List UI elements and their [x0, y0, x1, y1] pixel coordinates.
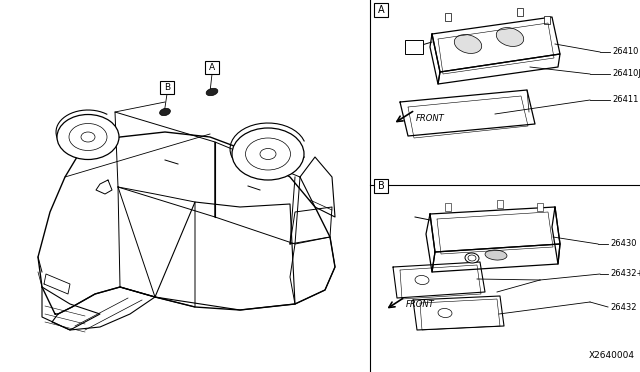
Ellipse shape [454, 35, 482, 54]
Ellipse shape [496, 28, 524, 46]
Ellipse shape [465, 253, 479, 263]
Text: A: A [209, 63, 215, 72]
Ellipse shape [159, 108, 170, 116]
Ellipse shape [485, 250, 507, 260]
Text: FRONT: FRONT [416, 114, 445, 123]
Bar [374, 179, 388, 193]
Text: 26410J: 26410J [612, 70, 640, 78]
Bar [160, 81, 174, 94]
Ellipse shape [57, 115, 119, 160]
Bar [537, 203, 543, 211]
Ellipse shape [468, 255, 476, 261]
Text: 26411: 26411 [612, 96, 638, 105]
Ellipse shape [206, 88, 218, 96]
Text: 26432: 26432 [610, 302, 637, 311]
Text: 26430: 26430 [610, 240, 637, 248]
Bar [205, 61, 219, 74]
Ellipse shape [81, 132, 95, 142]
Bar [405, 40, 423, 54]
Ellipse shape [246, 138, 291, 170]
Bar [445, 13, 451, 21]
Text: B: B [378, 181, 385, 191]
Text: A: A [378, 5, 385, 15]
Ellipse shape [232, 128, 304, 180]
Ellipse shape [260, 148, 276, 160]
Bar [517, 8, 523, 16]
Ellipse shape [438, 308, 452, 318]
Ellipse shape [69, 124, 107, 151]
Bar [497, 200, 503, 208]
Text: X2640004: X2640004 [589, 351, 635, 360]
Bar [445, 203, 451, 211]
Bar [374, 3, 388, 17]
Text: FRONT: FRONT [406, 300, 435, 309]
Text: 26410: 26410 [612, 48, 638, 57]
Text: B: B [164, 83, 170, 92]
Bar [544, 16, 550, 24]
Ellipse shape [415, 276, 429, 285]
Text: 26432+A: 26432+A [610, 269, 640, 279]
